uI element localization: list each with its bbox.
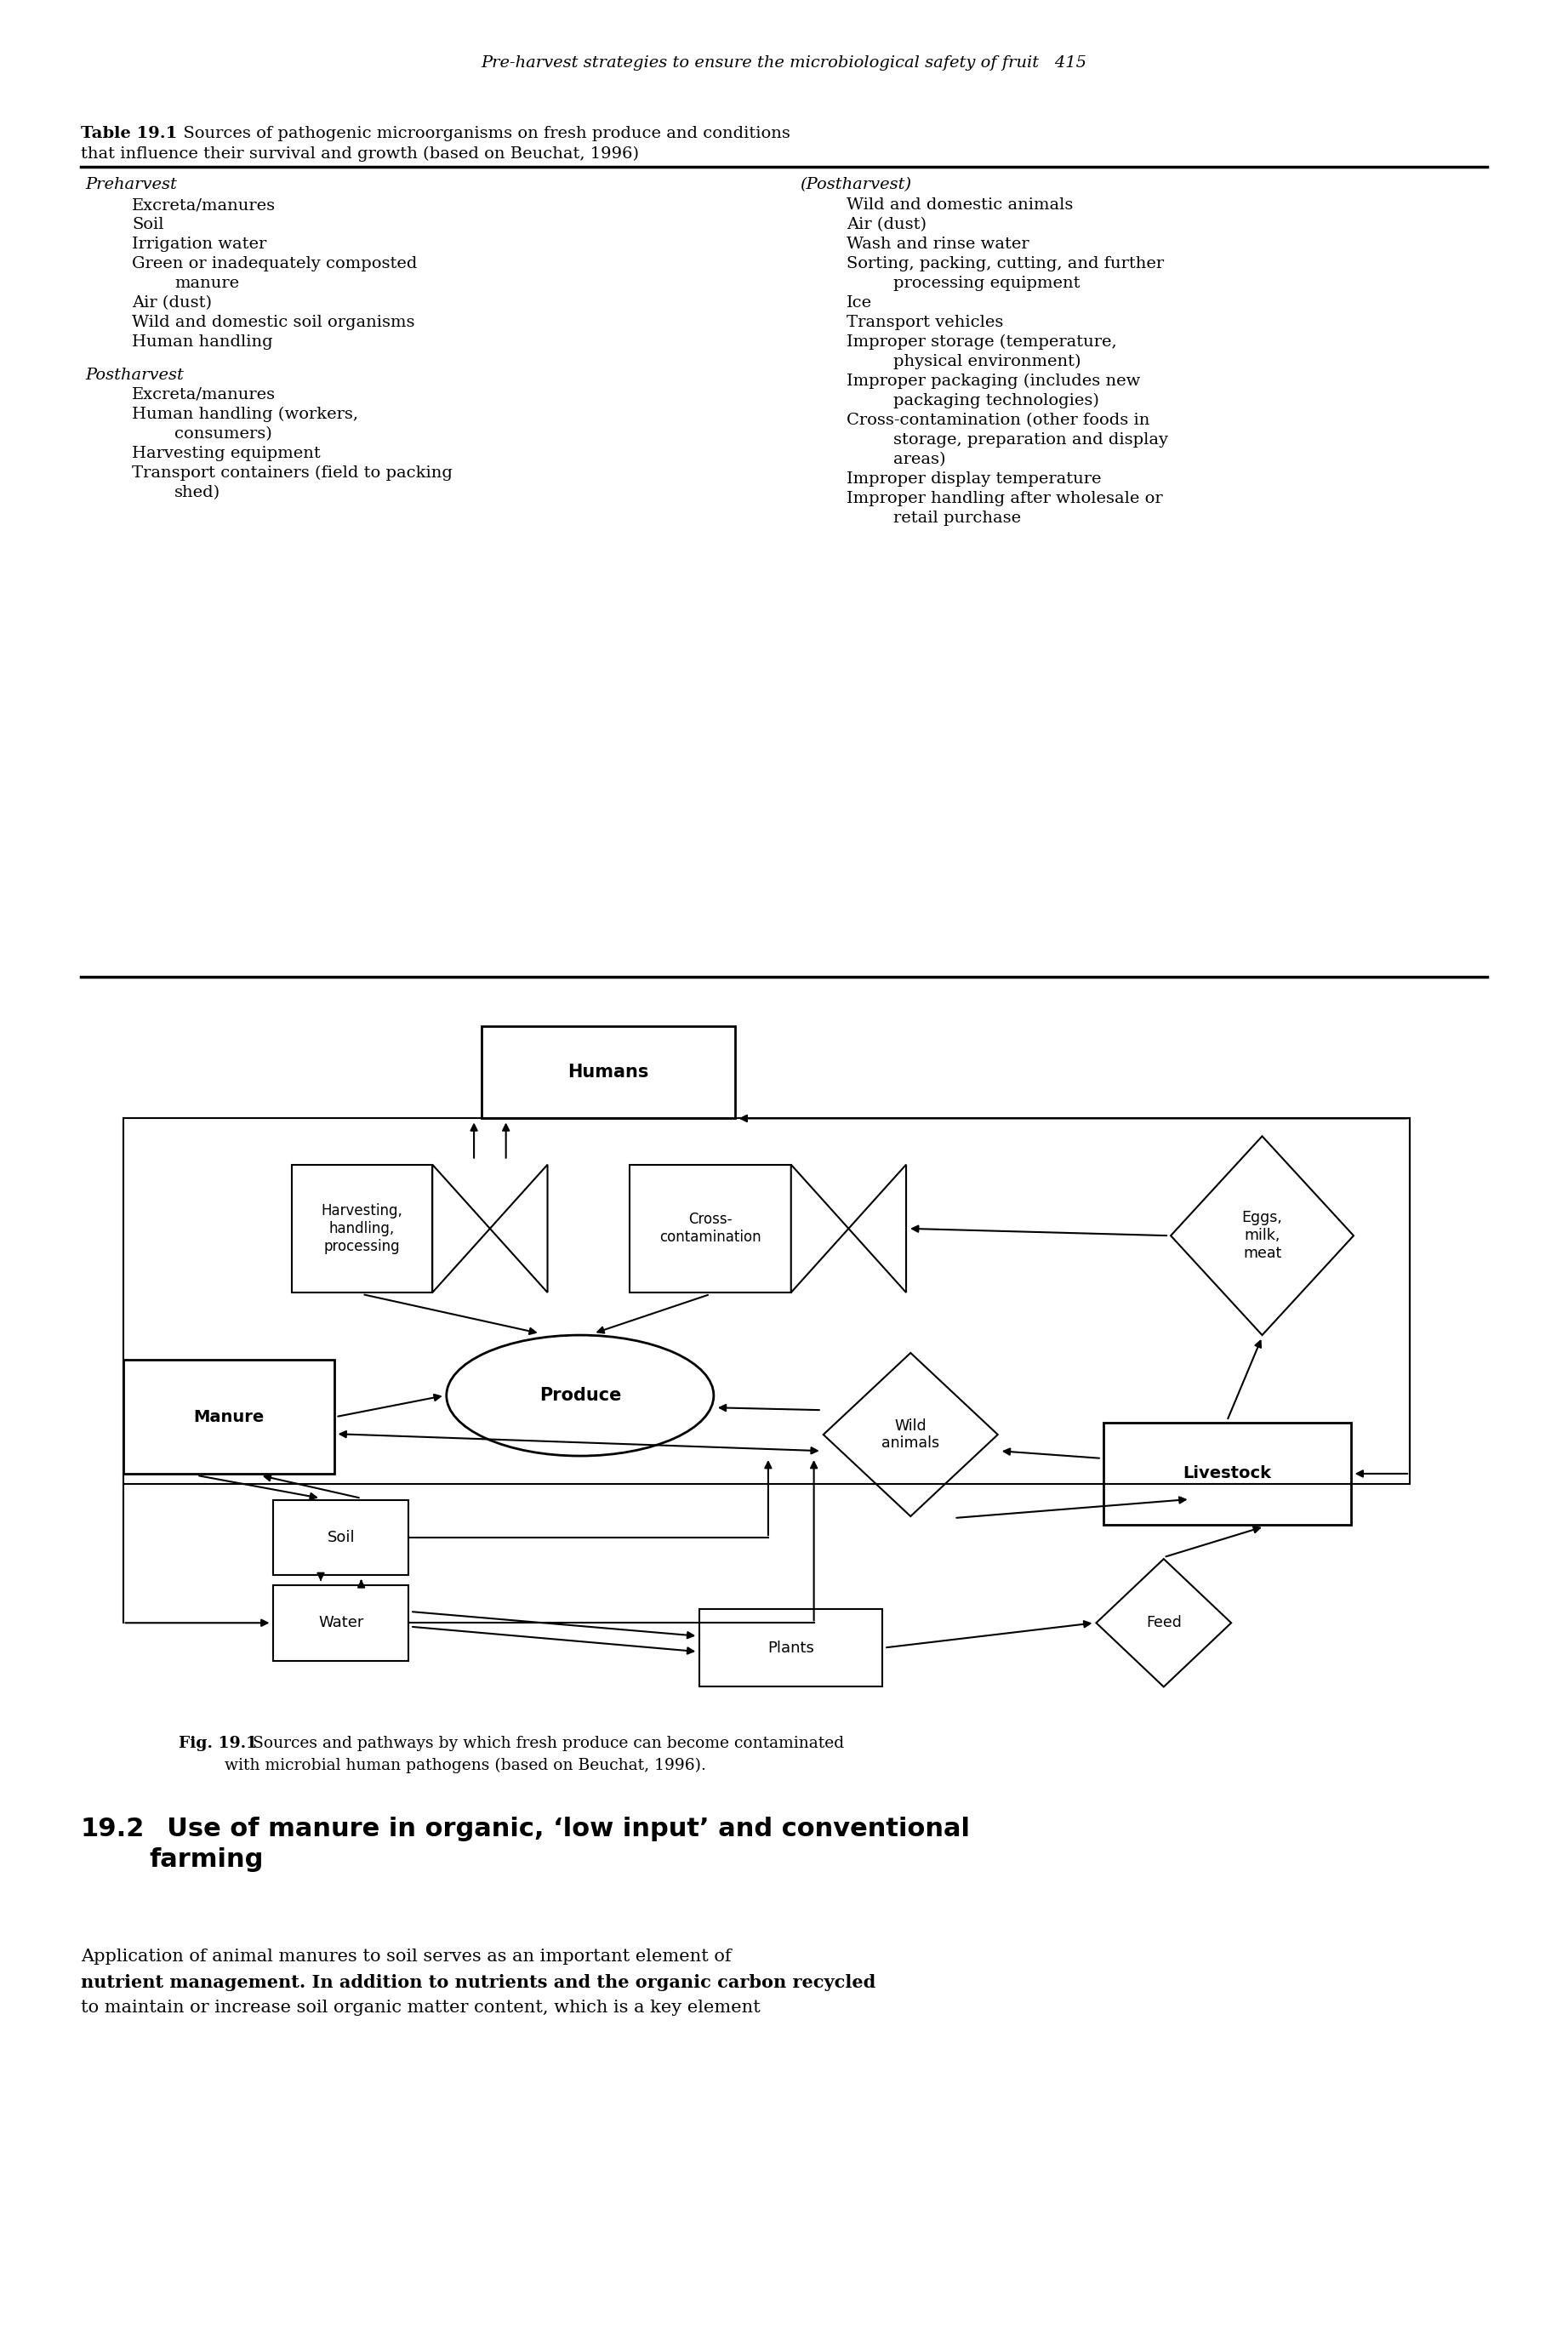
- Text: manure: manure: [174, 275, 240, 292]
- Text: Plants: Plants: [768, 1641, 814, 1655]
- Text: Ice: Ice: [847, 296, 872, 310]
- Text: Livestock: Livestock: [1182, 1465, 1272, 1481]
- Text: Wash and rinse water: Wash and rinse water: [847, 237, 1029, 252]
- Text: Transport containers (field to packing: Transport containers (field to packing: [132, 465, 453, 482]
- Text: Sorting, packing, cutting, and further: Sorting, packing, cutting, and further: [847, 256, 1163, 270]
- Bar: [273, 1585, 409, 1660]
- Polygon shape: [1096, 1559, 1231, 1686]
- Text: storage, preparation and display: storage, preparation and display: [894, 433, 1168, 447]
- Text: Fig. 19.1: Fig. 19.1: [179, 1735, 257, 1751]
- Text: with microbial human pathogens (based on Beuchat, 1996).: with microbial human pathogens (based on…: [179, 1759, 706, 1773]
- Text: Air (dust): Air (dust): [132, 296, 212, 310]
- Text: Water: Water: [318, 1615, 364, 1632]
- Polygon shape: [790, 1164, 848, 1293]
- Text: areas): areas): [894, 451, 946, 468]
- Text: Human handling (workers,: Human handling (workers,: [132, 407, 358, 423]
- Text: Improper display temperature: Improper display temperature: [847, 473, 1101, 487]
- Text: Produce: Produce: [539, 1387, 621, 1404]
- Text: Cross-
contamination: Cross- contamination: [659, 1213, 760, 1246]
- Text: Harvesting equipment: Harvesting equipment: [132, 447, 320, 461]
- Polygon shape: [848, 1164, 906, 1293]
- Text: Preharvest: Preharvest: [85, 176, 177, 193]
- Text: Improper packaging (includes new: Improper packaging (includes new: [847, 374, 1140, 388]
- Bar: [699, 1608, 883, 1686]
- Text: Wild
animals: Wild animals: [881, 1418, 939, 1451]
- Text: Improper handling after wholesale or: Improper handling after wholesale or: [847, 491, 1163, 505]
- Text: Humans: Humans: [568, 1063, 649, 1081]
- Text: that influence their survival and growth (based on Beuchat, 1996): that influence their survival and growth…: [82, 146, 638, 162]
- Text: farming: farming: [149, 1848, 263, 1871]
- Bar: [629, 1164, 790, 1293]
- Text: Improper storage (temperature,: Improper storage (temperature,: [847, 334, 1116, 350]
- Text: retail purchase: retail purchase: [894, 510, 1021, 527]
- Bar: [273, 1500, 409, 1575]
- Polygon shape: [823, 1352, 997, 1516]
- Text: shed): shed): [174, 484, 221, 501]
- Text: Sources and pathways by which fresh produce can become contaminated: Sources and pathways by which fresh prod…: [243, 1735, 844, 1751]
- Bar: [122, 1119, 1410, 1483]
- Text: Harvesting,
handling,
processing: Harvesting, handling, processing: [321, 1204, 403, 1253]
- Text: 19.2: 19.2: [82, 1817, 144, 1841]
- Text: Excreta/manures: Excreta/manures: [132, 388, 276, 402]
- Text: consumers): consumers): [174, 426, 271, 442]
- Bar: [122, 1359, 334, 1474]
- Text: Feed: Feed: [1146, 1615, 1182, 1632]
- Text: Transport vehicles: Transport vehicles: [847, 315, 1004, 329]
- Text: packaging technologies): packaging technologies): [894, 393, 1099, 409]
- Bar: [1104, 1422, 1350, 1526]
- Text: to maintain or increase soil organic matter content, which is a key element: to maintain or increase soil organic mat…: [82, 2001, 760, 2015]
- Polygon shape: [489, 1164, 547, 1293]
- Ellipse shape: [447, 1335, 713, 1455]
- Text: Green or inadequately composted: Green or inadequately composted: [132, 256, 417, 270]
- Text: physical environment): physical environment): [894, 355, 1080, 369]
- Text: Wild and domestic soil organisms: Wild and domestic soil organisms: [132, 315, 416, 329]
- Text: Cross-contamination (other foods in: Cross-contamination (other foods in: [847, 414, 1149, 428]
- Text: Air (dust): Air (dust): [847, 216, 927, 233]
- Text: Table 19.1: Table 19.1: [82, 127, 177, 141]
- Text: Application of animal manures to soil serves as an important element of: Application of animal manures to soil se…: [82, 1949, 731, 1965]
- Polygon shape: [1171, 1136, 1353, 1335]
- Text: Wild and domestic animals: Wild and domestic animals: [847, 197, 1073, 212]
- Text: nutrient management. In addition to nutrients and the organic carbon recycled: nutrient management. In addition to nutr…: [82, 1975, 875, 1991]
- Bar: [481, 1025, 735, 1119]
- Bar: [292, 1164, 433, 1293]
- Text: Excreta/manures: Excreta/manures: [132, 197, 276, 212]
- Text: Soil: Soil: [328, 1531, 354, 1545]
- Text: Sources of pathogenic microorganisms on fresh produce and conditions: Sources of pathogenic microorganisms on …: [172, 127, 790, 141]
- Polygon shape: [433, 1164, 489, 1293]
- Text: Manure: Manure: [193, 1408, 263, 1425]
- Text: (Postharvest): (Postharvest): [800, 176, 911, 193]
- Text: Pre-harvest strategies to ensure the microbiological safety of fruit   415: Pre-harvest strategies to ensure the mic…: [481, 56, 1087, 71]
- Text: Use of manure in organic, ‘low input’ and conventional: Use of manure in organic, ‘low input’ an…: [149, 1817, 971, 1841]
- Text: Soil: Soil: [132, 216, 163, 233]
- Text: Postharvest: Postharvest: [85, 367, 183, 383]
- Text: Irrigation water: Irrigation water: [132, 237, 267, 252]
- Text: processing equipment: processing equipment: [894, 275, 1080, 292]
- Text: Human handling: Human handling: [132, 334, 273, 350]
- Text: Eggs,
milk,
meat: Eggs, milk, meat: [1242, 1211, 1283, 1260]
